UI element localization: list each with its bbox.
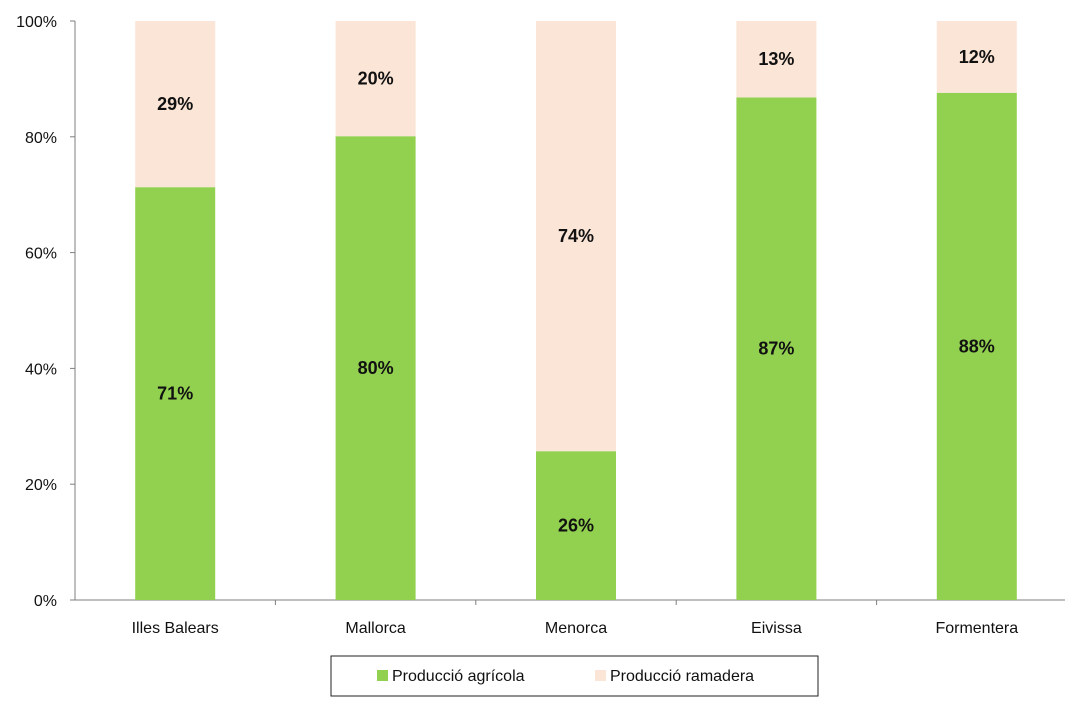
y-tick-label: 0%	[34, 593, 57, 610]
x-category-label: Eivissa	[751, 620, 802, 637]
bar-data-label: 13%	[758, 49, 794, 69]
y-tick-label: 60%	[25, 246, 57, 263]
x-category-label: Mallorca	[345, 620, 406, 637]
bar-data-label: 29%	[157, 94, 193, 114]
bar-data-label: 71%	[157, 384, 193, 404]
bar-segment	[536, 21, 616, 452]
bar-data-label: 74%	[558, 226, 594, 246]
legend-box	[330, 655, 819, 697]
bar-segment	[936, 92, 1017, 601]
bar-data-label: 26%	[558, 516, 594, 536]
bar-data-label: 88%	[959, 336, 995, 356]
x-category-label: Menorca	[545, 620, 607, 637]
axes: 0% 20% 40% 60% 80% 100% Illes Balears Mallorca M…	[16, 14, 1065, 637]
x-category-label: Formentera	[935, 620, 1018, 637]
bar-data-label: 87%	[758, 339, 794, 359]
y-tick-label: 20%	[25, 477, 57, 494]
y-tick-label: 40%	[25, 361, 57, 378]
x-category-label: Illes Balears	[132, 620, 219, 637]
legend-label: Producció agrícola	[392, 668, 525, 685]
legend-label: Producció ramadera	[610, 668, 754, 685]
bar-segment	[936, 21, 1017, 93]
legend: Producció agrícola Producció ramadera	[330, 655, 819, 697]
bar-segment	[335, 136, 416, 600]
bars	[135, 21, 1017, 601]
bar-data-label: 12%	[959, 47, 995, 67]
legend-swatch	[595, 670, 606, 681]
bar-segment	[736, 21, 817, 98]
bar-data-label: 20%	[358, 69, 394, 89]
bar-segment	[335, 21, 416, 137]
bar-segment	[736, 97, 817, 600]
y-tick-label: 100%	[16, 14, 57, 31]
legend-swatch	[377, 670, 388, 681]
bar-segment	[135, 187, 216, 600]
data-labels: 71% 29% 80% 20% 26% 74% 87% 13% 88% 12%	[157, 47, 995, 536]
y-tick-label: 80%	[25, 130, 57, 147]
bar-data-label: 80%	[358, 358, 394, 378]
bar-segment	[135, 21, 216, 188]
bar-segment	[536, 451, 616, 600]
